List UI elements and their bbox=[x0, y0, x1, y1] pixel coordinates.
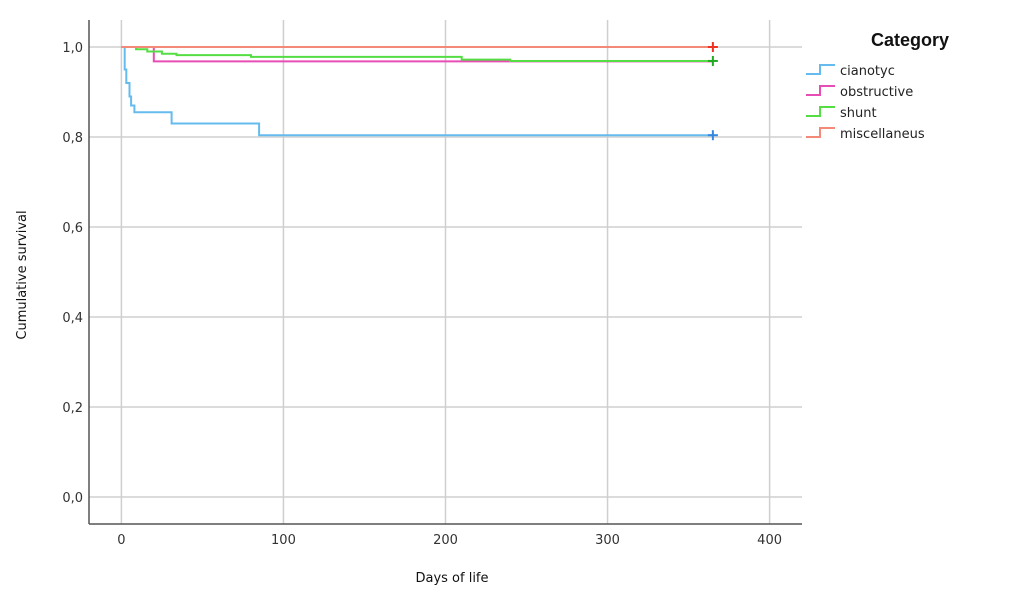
legend-item-shunt: shunt bbox=[806, 106, 877, 121]
series-lines bbox=[121, 46, 713, 137]
legend: Category cianotyc obstructive shunt miscell… bbox=[806, 30, 949, 142]
legend-title: Category bbox=[871, 30, 949, 50]
censor-marks bbox=[707, 42, 718, 141]
y-axis-title: Cumulative survival bbox=[15, 210, 30, 339]
censor-mark-shunt bbox=[707, 55, 718, 66]
axes bbox=[88, 20, 802, 525]
x-axis-title: Days of life bbox=[415, 571, 488, 586]
x-tick-label: 300 bbox=[595, 533, 620, 548]
legend-label: obstructive bbox=[840, 85, 913, 100]
legend-items: cianotyc obstructive shunt miscellaneus bbox=[806, 64, 925, 142]
legend-item-obstructive: obstructive bbox=[806, 85, 913, 100]
y-tick-label: 0,4 bbox=[62, 311, 83, 326]
legend-item-miscellaneus: miscellaneus bbox=[806, 127, 925, 142]
legend-label: shunt bbox=[840, 106, 877, 121]
y-tick-label: 1,0 bbox=[62, 41, 83, 56]
censor-mark-cianotyc bbox=[707, 130, 718, 141]
x-tick-label: 200 bbox=[433, 533, 458, 548]
x-tick-label: 0 bbox=[117, 533, 125, 548]
censor-mark-miscellaneus bbox=[707, 42, 718, 52]
legend-swatch bbox=[806, 106, 835, 117]
x-tick-label: 400 bbox=[757, 533, 782, 548]
legend-swatch bbox=[806, 85, 835, 96]
y-tick-label: 0,8 bbox=[62, 131, 83, 146]
y-tick-label: 0,0 bbox=[62, 491, 83, 506]
legend-label: miscellaneus bbox=[840, 127, 925, 142]
tick-labels: 0 100 200 300 400 0,0 0,2 0,4 0,6 0,8 1,0 bbox=[62, 41, 782, 548]
y-tick-label: 0,2 bbox=[62, 401, 83, 416]
x-tick-label: 100 bbox=[271, 533, 296, 548]
series-line-cianotyc bbox=[121, 46, 713, 137]
series-line-shunt bbox=[121, 46, 713, 62]
legend-item-cianotyc: cianotyc bbox=[806, 64, 895, 79]
legend-label: cianotyc bbox=[840, 64, 895, 79]
legend-swatch bbox=[806, 64, 835, 75]
y-tick-label: 0,6 bbox=[62, 221, 83, 236]
legend-swatch bbox=[806, 127, 835, 138]
